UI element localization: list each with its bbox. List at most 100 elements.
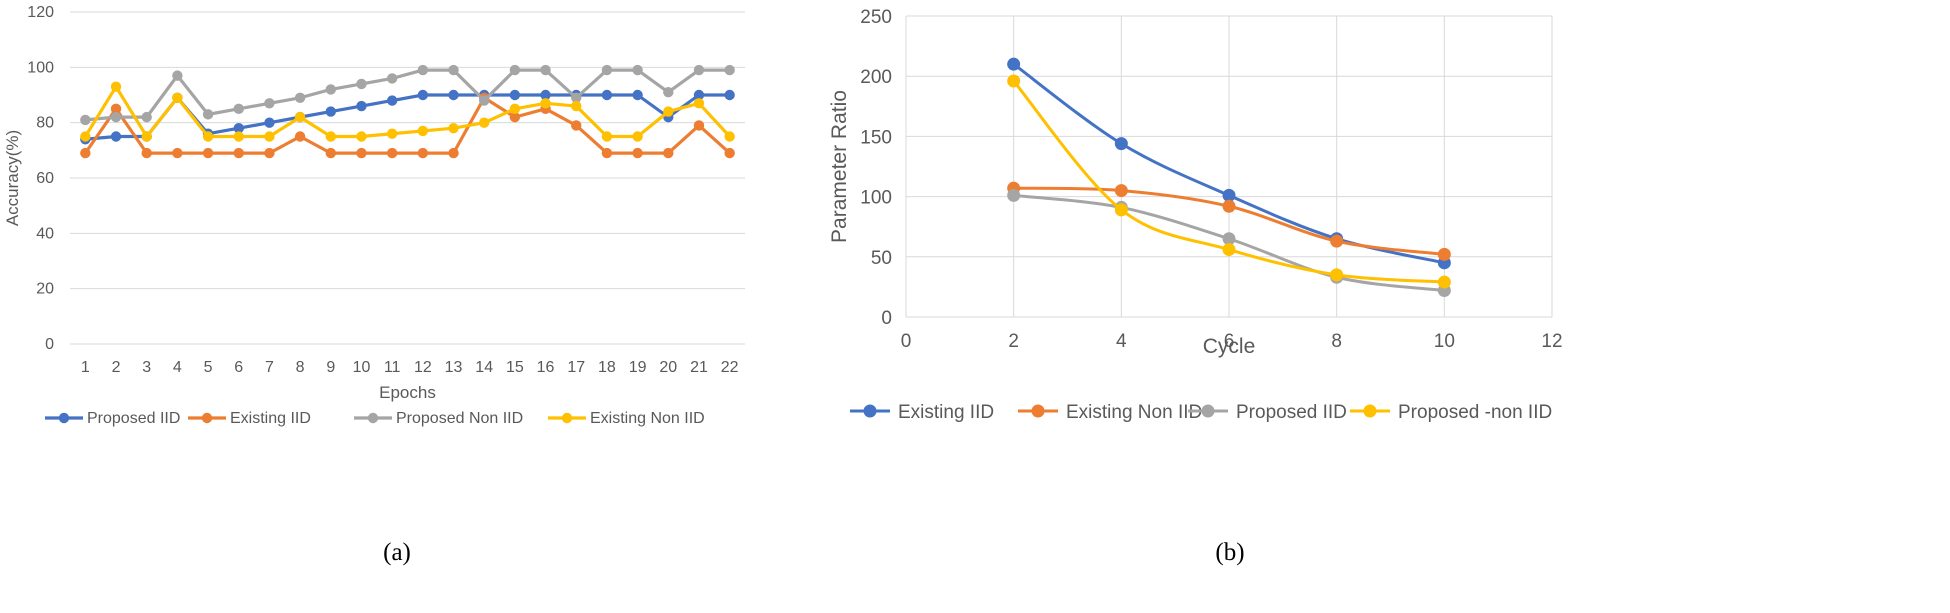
x-tick-label-8: 8 xyxy=(1331,331,1342,352)
data-point-existing-non-iid-x10 xyxy=(1437,247,1451,261)
data-point-existing-non-iid-21 xyxy=(693,98,705,109)
data-point-proposed-non-iid-9 xyxy=(325,84,336,95)
y-tick-label-20: 20 xyxy=(36,281,54,298)
data-point-existing-non-iid-13 xyxy=(448,123,459,134)
x-tick-label-11: 11 xyxy=(384,359,401,376)
data-point-proposed-iid-13 xyxy=(448,89,459,101)
caption-b: (b) xyxy=(1215,539,1244,566)
data-point-proposed-non-iid-x8 xyxy=(1330,268,1344,282)
data-point-existing-non-iid-5 xyxy=(202,131,214,142)
data-point-proposed-iid-22 xyxy=(724,89,735,101)
data-point-existing-iid-17 xyxy=(571,120,582,131)
y-tick-label-80: 80 xyxy=(36,115,54,132)
data-point-proposed-non-iid-7 xyxy=(264,98,275,109)
x-tick-label-6: 6 xyxy=(234,359,243,376)
data-point-existing-non-iid-22 xyxy=(724,131,735,142)
x-tick-label-0: 0 xyxy=(901,331,912,352)
legend-label-proposed-iid: Proposed IID xyxy=(1236,402,1347,423)
y-tick-label-40: 40 xyxy=(36,225,54,242)
data-point-existing-iid-11 xyxy=(386,147,398,159)
x-tick-label-10: 10 xyxy=(353,359,371,376)
data-point-proposed-non-iid-x2 xyxy=(1007,74,1021,88)
data-point-existing-non-iid-16 xyxy=(540,98,551,109)
x-tick-label-21: 21 xyxy=(690,359,708,376)
y-tick-label-0: 0 xyxy=(45,336,54,353)
data-point-existing-iid-x6 xyxy=(1222,188,1236,202)
data-point-proposed-iid-19 xyxy=(632,89,643,101)
y-tick-label-0: 0 xyxy=(881,308,892,329)
legend-label-proposed-non-iid: Proposed Non IID xyxy=(396,410,523,427)
series-line-proposed-non-iid xyxy=(85,68,730,122)
data-point-existing-iid-4 xyxy=(172,147,183,159)
data-point-existing-iid-9 xyxy=(325,147,336,159)
series-line-existing-iid xyxy=(84,96,731,155)
data-point-proposed-non-iid-8 xyxy=(294,92,306,103)
data-point-proposed-non-iid-18 xyxy=(601,64,613,76)
y-tick-label-50: 50 xyxy=(871,248,892,269)
legend-marker-proposed-non-iid xyxy=(367,412,379,424)
y-tick-label-60: 60 xyxy=(36,170,54,187)
data-point-existing-iid-x2 xyxy=(1007,57,1021,71)
x-tick-label-13: 13 xyxy=(445,359,463,376)
x-tick-label-7: 7 xyxy=(265,359,274,376)
data-point-existing-iid-6 xyxy=(233,147,244,159)
data-point-proposed-non-iid-6 xyxy=(233,103,244,115)
x-tick-label-4: 4 xyxy=(1116,331,1127,352)
data-point-existing-non-iid-12 xyxy=(417,125,429,137)
x-tick-label-10: 10 xyxy=(1434,331,1455,352)
x-tick-label-14: 14 xyxy=(475,359,493,376)
data-point-proposed-iid-6 xyxy=(233,123,244,134)
data-point-proposed-non-iid-1 xyxy=(80,114,91,126)
y-tick-label-120: 120 xyxy=(27,4,54,21)
x-tick-label-17: 17 xyxy=(567,359,585,376)
x-tick-label-6: 6 xyxy=(1224,331,1235,352)
data-point-existing-iid-5 xyxy=(202,147,214,159)
legend-marker-existing-iid xyxy=(863,404,877,418)
data-point-proposed-iid-16 xyxy=(540,89,551,101)
x-tick-label-8: 8 xyxy=(296,359,305,376)
data-point-proposed-non-iid-13 xyxy=(448,64,459,76)
data-point-proposed-iid-2 xyxy=(110,131,122,142)
x-tick-label-18: 18 xyxy=(598,359,616,376)
data-point-existing-non-iid-x8 xyxy=(1330,234,1344,248)
x-tick-label-3: 3 xyxy=(142,359,151,376)
legend-marker-proposed-non-iid xyxy=(1363,404,1377,418)
data-point-proposed-non-iid-3 xyxy=(141,111,152,123)
data-point-existing-non-iid-2 xyxy=(110,81,122,92)
caption-a: (a) xyxy=(383,539,411,566)
legend-marker-existing-non-iid xyxy=(561,412,573,424)
y-tick-label-150: 150 xyxy=(860,127,892,148)
data-point-existing-iid-8 xyxy=(294,131,306,142)
data-point-proposed-iid-11 xyxy=(386,95,398,106)
data-point-existing-iid-x4 xyxy=(1114,137,1128,151)
data-point-existing-iid-7 xyxy=(264,147,275,159)
legend-marker-existing-iid xyxy=(201,412,213,424)
data-point-existing-non-iid-11 xyxy=(386,128,398,139)
data-point-existing-non-iid-6 xyxy=(233,131,244,142)
data-point-proposed-iid-7 xyxy=(264,117,275,128)
data-point-existing-iid-18 xyxy=(601,147,613,159)
data-point-proposed-non-iid-17 xyxy=(571,92,582,103)
data-point-proposed-iid-10 xyxy=(356,100,367,112)
data-point-proposed-non-iid-12 xyxy=(417,64,429,76)
x-tick-label-4: 4 xyxy=(173,359,182,376)
data-point-proposed-non-iid-x4 xyxy=(1114,203,1128,217)
data-point-existing-non-iid-9 xyxy=(325,131,336,142)
legend-marker-proposed-iid xyxy=(58,412,70,424)
data-point-proposed-non-iid-x6 xyxy=(1222,243,1236,257)
legend-label-proposed-non-iid: Proposed -non IID xyxy=(1398,402,1552,423)
data-point-existing-iid-2 xyxy=(110,103,122,115)
x-tick-label-22: 22 xyxy=(721,359,739,376)
data-point-proposed-iid-9 xyxy=(325,106,336,117)
data-point-proposed-non-iid-14 xyxy=(479,95,490,106)
data-point-existing-non-iid-x6 xyxy=(1222,199,1236,213)
data-point-existing-non-iid-20 xyxy=(663,106,674,117)
x-tick-label-16: 16 xyxy=(537,359,555,376)
x-tick-label-9: 9 xyxy=(326,359,335,376)
data-point-proposed-non-iid-22 xyxy=(724,64,735,76)
x-axis-title: Cycle xyxy=(1203,335,1256,358)
data-point-existing-non-iid-7 xyxy=(264,131,275,142)
data-point-existing-non-iid-17 xyxy=(571,100,582,112)
legend-label-existing-iid: Existing IID xyxy=(230,410,311,427)
legend-marker-proposed-iid xyxy=(1201,404,1215,418)
